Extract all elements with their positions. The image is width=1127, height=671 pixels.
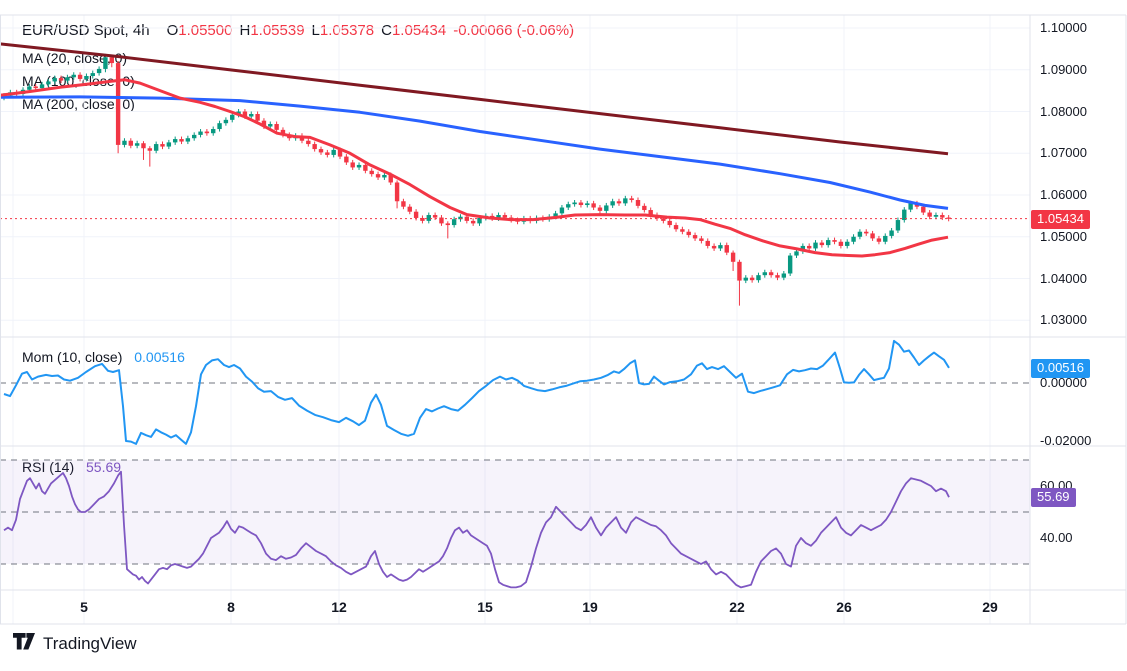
last-price-badge: 1.05434 — [1031, 209, 1090, 229]
ma200-legend[interactable]: MA (200, close, 0) — [22, 96, 135, 112]
open-value: 1.05500 — [178, 22, 233, 39]
low-value: 1.05378 — [319, 22, 375, 39]
time-axis-label: 15 — [477, 599, 493, 615]
price-axis-label: 1.07000 — [1040, 145, 1087, 161]
time-axis-label: 5 — [80, 599, 88, 615]
price-axis-label: 1.04000 — [1040, 270, 1087, 286]
rsi-legend-value: 55.69 — [86, 459, 121, 475]
tradingview-logo-icon — [13, 633, 35, 655]
symbol-header[interactable]: EUR/USD Spot, 4h O1.05500 H1.05539 L1.05378… — [22, 22, 574, 39]
low-label: L — [311, 22, 320, 39]
tradingview-attribution[interactable]: TradingView — [13, 633, 137, 655]
price-axis-label: 1.03000 — [1040, 312, 1087, 328]
momentum-axis-label: 0.00000 — [1040, 375, 1087, 390]
time-axis-label: 19 — [582, 599, 598, 615]
price-axis-label: 1.09000 — [1040, 61, 1087, 77]
time-axis-label: 8 — [227, 599, 235, 615]
momentum-legend-value: 0.00516 — [134, 349, 185, 365]
close-label: C — [381, 22, 392, 39]
momentum-value-badge: 0.00516 — [1031, 359, 1090, 379]
rsi-legend-label: RSI (14) — [22, 459, 74, 475]
momentum-legend[interactable]: Mom (10, close) 0.00516 — [22, 349, 185, 365]
time-axis-label: 26 — [836, 599, 852, 615]
rsi-axis-label: 40.00 — [1040, 530, 1073, 545]
open-label: O — [166, 22, 179, 39]
change-value: -0.00066 (-0.06%) — [453, 22, 575, 39]
momentum-legend-label: Mom (10, close) — [22, 349, 123, 365]
time-axis-label: 29 — [982, 599, 998, 615]
time-axis-label: 22 — [729, 599, 745, 615]
symbol-title[interactable]: EUR/USD Spot, 4h — [22, 22, 150, 39]
price-axis-label: 1.08000 — [1040, 103, 1087, 119]
high-label: H — [239, 22, 251, 39]
price-axis-label: 1.10000 — [1040, 20, 1087, 35]
rsi-value-badge: 55.69 — [1031, 488, 1076, 508]
rsi-legend[interactable]: RSI (14) 55.69 — [22, 459, 121, 475]
high-value: 1.05539 — [250, 22, 305, 39]
price-axis-label: 1.06000 — [1040, 187, 1087, 202]
tradingview-logo-text: TradingView — [43, 634, 137, 653]
close-value: 1.05434 — [391, 22, 447, 39]
ma100-legend[interactable]: MA (100, close, 0) — [22, 73, 135, 89]
price-axis-label: 1.05000 — [1040, 228, 1087, 244]
time-axis-label: 12 — [331, 599, 347, 615]
momentum-axis-label: -0.02000 — [1040, 433, 1092, 448]
